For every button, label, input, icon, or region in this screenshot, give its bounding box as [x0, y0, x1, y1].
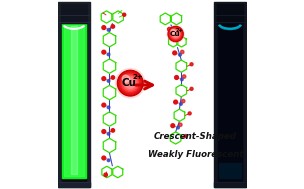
Circle shape	[107, 159, 110, 162]
Circle shape	[122, 75, 130, 82]
Circle shape	[184, 135, 187, 138]
Circle shape	[107, 132, 110, 135]
Circle shape	[181, 78, 183, 81]
Circle shape	[107, 80, 110, 82]
Circle shape	[102, 130, 106, 133]
Bar	[71, 26, 77, 174]
Text: Crescent-Shaped: Crescent-Shaped	[154, 132, 237, 141]
Circle shape	[107, 53, 110, 56]
Circle shape	[102, 26, 106, 29]
Polygon shape	[174, 109, 185, 121]
Bar	[214, 182, 246, 187]
Circle shape	[173, 51, 177, 55]
Circle shape	[107, 29, 110, 31]
Polygon shape	[176, 85, 187, 97]
Circle shape	[102, 50, 106, 54]
Circle shape	[175, 76, 178, 79]
Circle shape	[181, 50, 184, 54]
Circle shape	[102, 77, 106, 81]
Bar	[217, 4, 243, 23]
Circle shape	[107, 106, 110, 109]
Circle shape	[174, 30, 176, 33]
Text: 2+: 2+	[176, 28, 184, 33]
Polygon shape	[168, 36, 178, 47]
Bar	[214, 2, 246, 187]
Circle shape	[180, 103, 182, 105]
Polygon shape	[103, 33, 116, 47]
Circle shape	[111, 25, 115, 28]
Bar	[218, 23, 242, 178]
Bar	[58, 2, 90, 187]
Circle shape	[182, 75, 186, 78]
Circle shape	[190, 63, 193, 66]
Polygon shape	[103, 85, 116, 100]
Circle shape	[179, 53, 181, 56]
Text: Weakly Fluorescent: Weakly Fluorescent	[148, 150, 243, 160]
Circle shape	[179, 123, 182, 126]
Circle shape	[116, 68, 145, 98]
Text: Cu: Cu	[170, 31, 180, 37]
Circle shape	[172, 30, 180, 38]
Circle shape	[175, 27, 179, 30]
Bar	[219, 163, 241, 178]
Bar	[64, 25, 84, 176]
Polygon shape	[113, 166, 123, 178]
Circle shape	[102, 103, 106, 107]
Circle shape	[117, 70, 143, 96]
Circle shape	[188, 112, 191, 115]
Bar	[218, 8, 242, 181]
Circle shape	[174, 100, 178, 104]
Circle shape	[123, 13, 126, 16]
Bar	[62, 8, 86, 181]
Polygon shape	[101, 11, 112, 23]
Circle shape	[168, 27, 171, 31]
Circle shape	[124, 77, 137, 90]
Polygon shape	[103, 112, 116, 126]
Circle shape	[171, 29, 181, 39]
Polygon shape	[160, 13, 171, 25]
Polygon shape	[177, 36, 186, 47]
Bar	[62, 23, 86, 178]
Circle shape	[111, 129, 115, 132]
Circle shape	[168, 26, 183, 42]
Circle shape	[120, 73, 140, 93]
Circle shape	[104, 173, 107, 177]
Polygon shape	[103, 138, 116, 153]
Bar	[58, 182, 90, 187]
Polygon shape	[103, 59, 116, 73]
Circle shape	[119, 72, 142, 94]
Circle shape	[171, 29, 175, 33]
Circle shape	[125, 78, 135, 88]
Circle shape	[111, 76, 115, 79]
Circle shape	[122, 75, 139, 91]
Bar	[61, 4, 87, 23]
Circle shape	[173, 31, 179, 37]
Polygon shape	[176, 60, 187, 72]
Text: 2+: 2+	[132, 74, 143, 80]
Polygon shape	[113, 11, 123, 23]
Polygon shape	[170, 132, 181, 144]
Circle shape	[190, 87, 193, 90]
Circle shape	[181, 99, 185, 103]
Polygon shape	[171, 13, 181, 25]
Text: Cu: Cu	[122, 78, 137, 88]
Circle shape	[102, 156, 106, 160]
Polygon shape	[102, 166, 112, 178]
Circle shape	[170, 28, 181, 40]
Circle shape	[177, 126, 179, 129]
Circle shape	[171, 124, 175, 128]
Circle shape	[169, 27, 182, 41]
Circle shape	[167, 25, 184, 43]
